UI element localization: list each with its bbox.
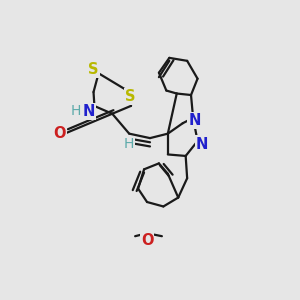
Text: S: S [88,62,99,77]
Text: N: N [188,113,201,128]
Text: O: O [141,233,153,248]
Text: H: H [71,104,82,118]
Text: O: O [53,126,66,141]
Text: N: N [196,136,208,152]
Text: S: S [125,89,136,104]
Text: H: H [124,137,134,151]
Text: N: N [83,104,95,119]
